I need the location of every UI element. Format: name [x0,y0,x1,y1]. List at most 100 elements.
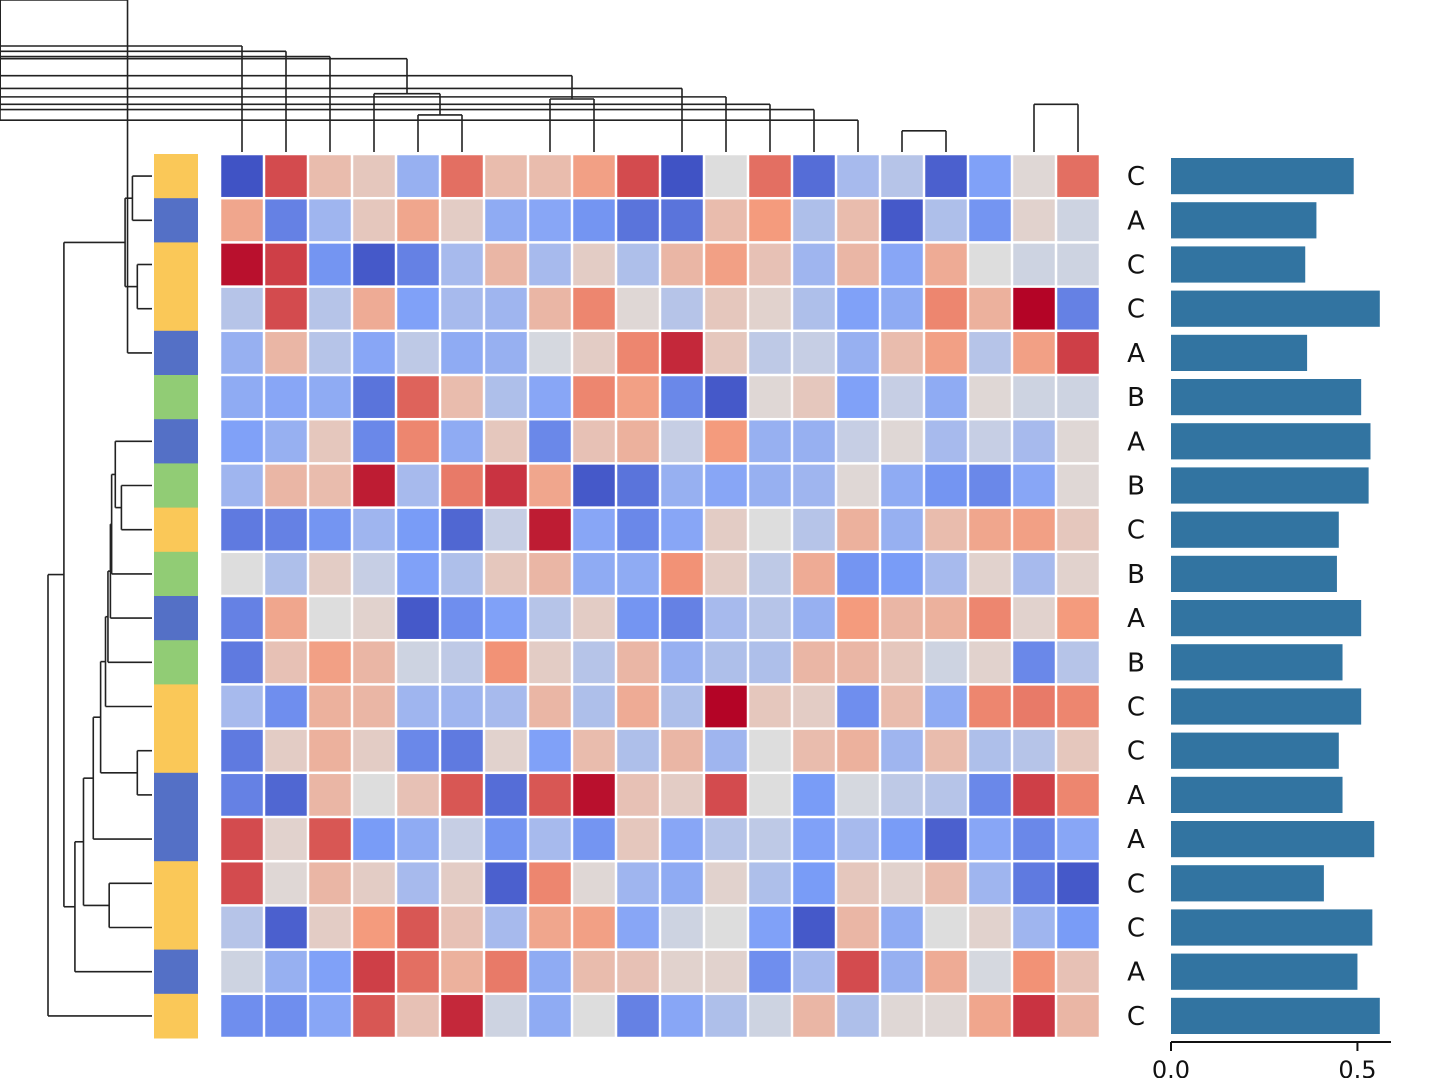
heatmap-cell [793,906,835,949]
bar [1171,555,1337,592]
row-label: C [1127,295,1145,325]
heatmap-cell [793,376,835,418]
heatmap-cell [485,862,527,905]
heatmap-cell [749,597,791,639]
row-label: B [1127,472,1145,502]
heatmap-cell [441,818,483,860]
heatmap-cell [265,155,307,197]
heatmap-cell [1057,420,1099,463]
row-label: C [1127,162,1145,192]
heatmap-cell [309,332,351,374]
heatmap-cell [309,464,351,507]
heatmap-cell [573,376,615,418]
heatmap-cell [793,950,835,993]
heatmap-cell [925,464,967,507]
row-group-swatch [154,684,198,730]
heatmap-cell [353,155,395,197]
row-label: B [1127,383,1145,413]
heatmap-cell [617,464,659,507]
heatmap-cell [661,685,703,728]
heatmap-cell [441,508,483,551]
heatmap-cell [309,862,351,905]
bar [1171,776,1343,813]
heatmap-cell [617,287,659,330]
heatmap-cell [221,995,263,1037]
heatmap-cell [617,729,659,772]
heatmap-cell [749,508,791,551]
heatmap-cell [1013,376,1055,418]
heatmap-cell [529,464,571,507]
heatmap-cell [441,641,483,684]
heatmap-cell [221,376,263,418]
heatmap-cell [309,906,351,949]
row-label: A [1127,604,1145,634]
heatmap-cell [749,553,791,595]
heatmap-cell [617,243,659,286]
heatmap-cell [397,243,439,286]
heatmap-cell [969,641,1011,684]
heatmap-cell [441,287,483,330]
heatmap-cell [573,420,615,463]
heatmap-cell [1057,995,1099,1037]
heatmap-cell [573,906,615,949]
heatmap-cell [265,464,307,507]
heatmap-cell [925,685,967,728]
heatmap-cell [265,420,307,463]
heatmap-cell [925,597,967,639]
heatmap-cell [969,553,1011,595]
heatmap-cell [397,199,439,242]
row-group-swatch [154,861,198,906]
heatmap-cell [837,155,879,197]
heatmap-cell [661,950,703,993]
heatmap-cell [309,508,351,551]
row-label: C [1127,737,1145,767]
heatmap-cell [1057,950,1099,993]
heatmap-cell [485,950,527,993]
heatmap-cell [661,420,703,463]
heatmap-cell [573,508,615,551]
heatmap-cell [1057,376,1099,418]
heatmap-cell [705,995,747,1037]
heatmap-cell [837,862,879,905]
heatmap-cell [881,906,923,949]
x-tick-label: 0.5 [1338,1056,1376,1078]
heatmap-cell [881,553,923,595]
heatmap-cell [969,950,1011,993]
heatmap-cell [617,774,659,816]
heatmap-cell [485,774,527,816]
heatmap-cell [397,553,439,595]
heatmap-cell [705,862,747,905]
heatmap-cell [925,995,967,1037]
heatmap-cell [309,155,351,197]
heatmap-cell [529,597,571,639]
heatmap-cell [969,464,1011,507]
heatmap-cell [441,597,483,639]
bar [1171,467,1369,504]
heatmap-cell [837,774,879,816]
heatmap-cell [485,243,527,286]
heatmap-cell [793,995,835,1037]
heatmap-cell [925,376,967,418]
heatmap-cell [1057,774,1099,816]
heatmap-cell [705,597,747,639]
heatmap-cell [881,862,923,905]
heatmap-cell [573,729,615,772]
heatmap-cell [441,332,483,374]
heatmap-cell [661,597,703,639]
heatmap-cell [573,155,615,197]
bar [1171,909,1373,946]
heatmap-cell [265,995,307,1037]
heatmap-cell [617,995,659,1037]
heatmap-cell [309,729,351,772]
heatmap-cell [353,862,395,905]
row-group-swatch [154,993,198,1039]
bar [1171,865,1324,902]
heatmap-cell [265,243,307,286]
heatmap-cell [353,729,395,772]
heatmap-cell [309,950,351,993]
heatmap-cell [265,597,307,639]
heatmap-cell [485,376,527,418]
heatmap-cell [441,729,483,772]
heatmap-cell [265,332,307,374]
